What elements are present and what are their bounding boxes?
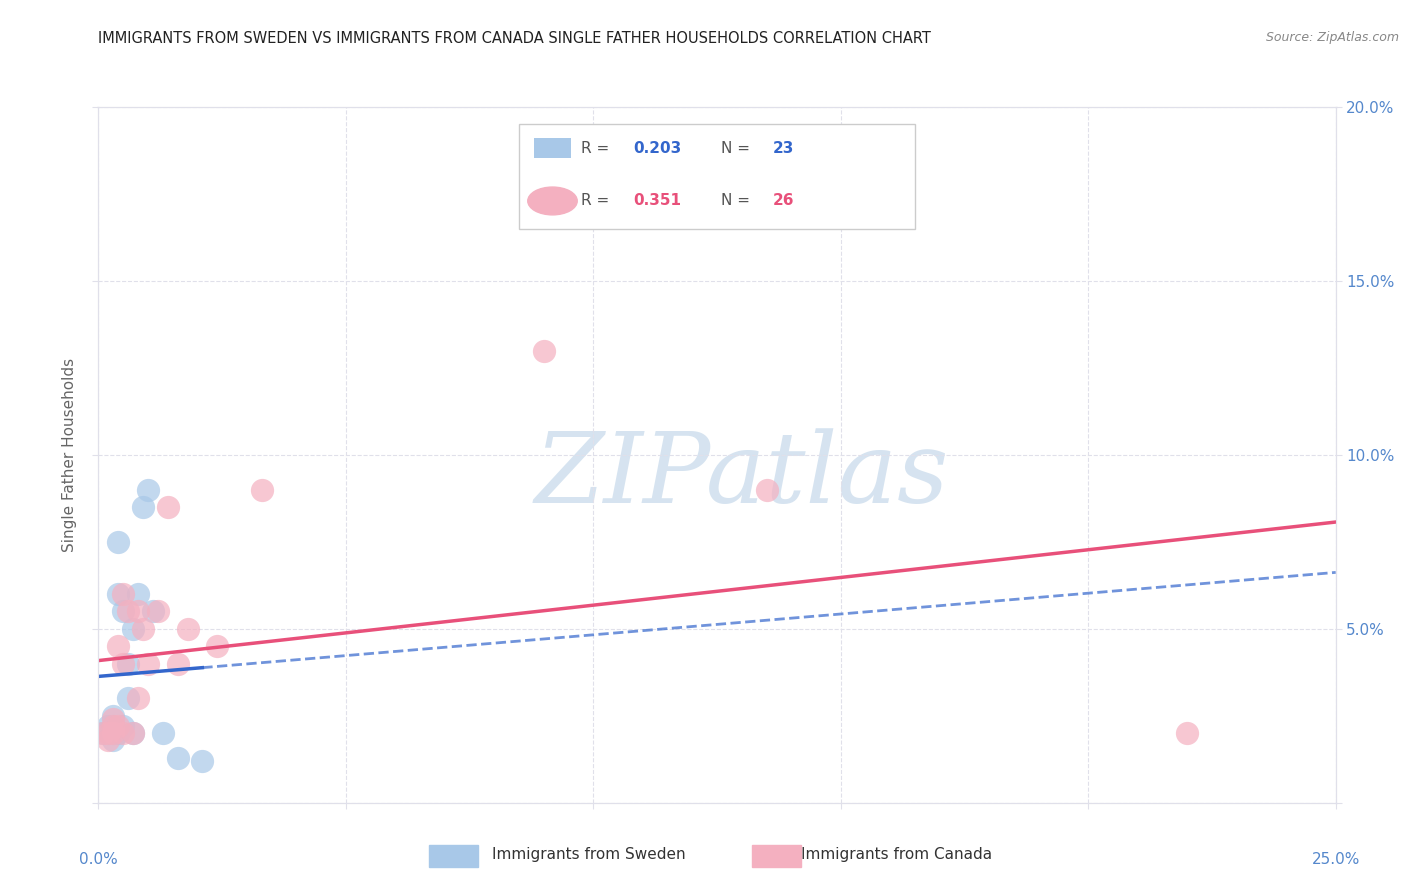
Point [97, 726, 120, 740]
Text: R =: R = [581, 141, 614, 155]
Point [117, 691, 139, 706]
Point [166, 750, 188, 764]
Text: ZIPatlas: ZIPatlas [534, 428, 949, 524]
Text: Immigrants from Sweden: Immigrants from Sweden [492, 847, 686, 862]
Point [103, 708, 125, 723]
Point [1175, 726, 1198, 740]
Point [93, 726, 115, 740]
Point [156, 500, 179, 514]
Text: Source: ZipAtlas.com: Source: ZipAtlas.com [1265, 31, 1399, 45]
Text: 0.203: 0.203 [633, 141, 681, 155]
Point [136, 657, 159, 671]
Point [117, 657, 139, 671]
Point [152, 726, 174, 740]
Point [146, 605, 169, 619]
Point [112, 605, 135, 619]
Point [112, 587, 135, 601]
Point [205, 639, 228, 653]
Text: N =: N = [721, 141, 755, 155]
Text: 26: 26 [773, 194, 794, 209]
Text: IMMIGRANTS FROM SWEDEN VS IMMIGRANTS FROM CANADA SINGLE FATHER HOUSEHOLDS CORREL: IMMIGRANTS FROM SWEDEN VS IMMIGRANTS FRO… [98, 31, 931, 46]
Point [755, 483, 778, 497]
Point [103, 719, 125, 733]
Point [103, 719, 125, 733]
Point [191, 754, 214, 768]
Point [107, 534, 129, 549]
Point [112, 657, 135, 671]
FancyBboxPatch shape [519, 124, 915, 229]
Point [122, 726, 145, 740]
Point [112, 719, 135, 733]
Point [533, 343, 555, 358]
Point [103, 726, 125, 740]
Point [132, 622, 155, 636]
Text: N =: N = [721, 194, 755, 209]
Point [122, 726, 145, 740]
Point [250, 483, 273, 497]
Point [132, 500, 155, 514]
Point [107, 639, 129, 653]
Point [176, 622, 198, 636]
Point [97, 719, 120, 733]
Point [136, 483, 159, 497]
Point [142, 605, 165, 619]
Point [112, 726, 135, 740]
Point [93, 726, 115, 740]
Text: 0.0%: 0.0% [79, 852, 118, 866]
Point [107, 587, 129, 601]
Point [97, 726, 120, 740]
Point [166, 657, 188, 671]
Point [103, 726, 125, 740]
Text: Immigrants from Canada: Immigrants from Canada [801, 847, 993, 862]
Text: R =: R = [581, 194, 614, 209]
Point [127, 587, 149, 601]
Point [97, 733, 120, 747]
Point [103, 712, 125, 726]
Point [127, 691, 149, 706]
Text: 0.351: 0.351 [633, 194, 681, 209]
Text: 23: 23 [773, 141, 794, 155]
Point [127, 605, 149, 619]
Y-axis label: Single Father Households: Single Father Households [62, 358, 77, 552]
Point [117, 605, 139, 619]
Point [103, 733, 125, 747]
Text: 25.0%: 25.0% [1312, 852, 1360, 866]
Point [107, 726, 129, 740]
Circle shape [527, 187, 578, 215]
Point [122, 622, 145, 636]
Point [107, 719, 129, 733]
FancyBboxPatch shape [534, 138, 571, 158]
